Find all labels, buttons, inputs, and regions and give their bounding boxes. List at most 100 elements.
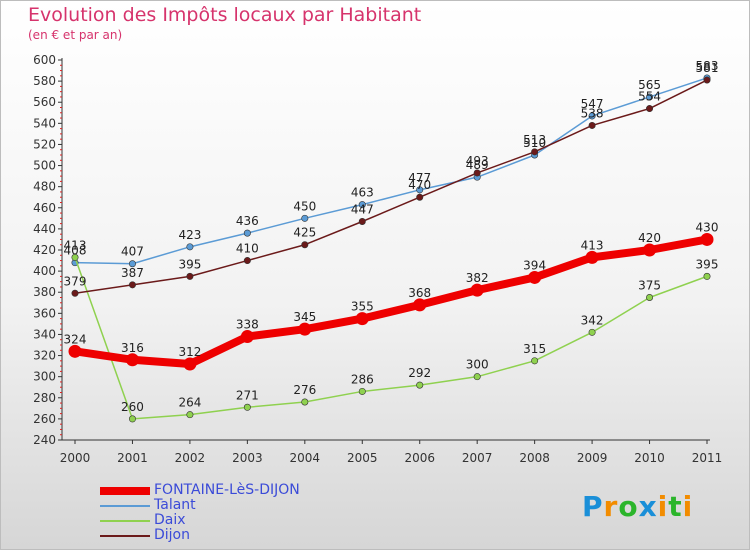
data-label: 312 bbox=[178, 345, 201, 359]
data-label: 477 bbox=[408, 171, 431, 185]
data-point bbox=[646, 293, 654, 301]
logo-letter: x bbox=[638, 490, 658, 523]
data-label: 407 bbox=[121, 245, 144, 259]
data-label: 425 bbox=[293, 226, 316, 240]
x-tick-label: 2005 bbox=[347, 451, 378, 465]
data-point bbox=[646, 93, 654, 101]
y-tick-label: 560 bbox=[33, 95, 56, 109]
x-tick-label: 2000 bbox=[60, 451, 91, 465]
data-label: 345 bbox=[293, 310, 316, 324]
data-label: 394 bbox=[523, 258, 546, 272]
data-point bbox=[473, 169, 481, 177]
data-point bbox=[243, 257, 251, 265]
y-tick-label: 320 bbox=[33, 349, 56, 363]
series-line-0 bbox=[71, 235, 711, 368]
data-point bbox=[585, 250, 599, 264]
data-point bbox=[643, 243, 657, 257]
data-label: 315 bbox=[523, 342, 546, 356]
data-label: 375 bbox=[638, 279, 661, 293]
data-point bbox=[416, 186, 424, 194]
data-point bbox=[301, 241, 309, 249]
y-tick-label: 480 bbox=[33, 180, 56, 194]
y-tick-label: 600 bbox=[33, 53, 56, 67]
data-label: 338 bbox=[236, 318, 259, 332]
y-tick-label: 500 bbox=[33, 159, 56, 173]
x-tick-label: 2001 bbox=[117, 451, 148, 465]
data-point bbox=[646, 105, 654, 113]
data-label: 260 bbox=[121, 400, 144, 414]
data-label: 408 bbox=[64, 244, 87, 258]
data-label: 387 bbox=[121, 266, 144, 280]
data-label: 565 bbox=[638, 78, 661, 92]
logo-letter: o bbox=[618, 490, 639, 523]
data-label: 286 bbox=[351, 372, 374, 386]
y-tick-label: 260 bbox=[33, 412, 56, 426]
data-label: 368 bbox=[408, 286, 431, 300]
y-tick-label: 440 bbox=[33, 222, 56, 236]
data-label: 324 bbox=[64, 332, 87, 346]
data-point bbox=[531, 357, 539, 365]
legend-label: Daix bbox=[154, 512, 186, 528]
data-label: 382 bbox=[466, 271, 489, 285]
data-point bbox=[416, 193, 424, 201]
data-point bbox=[703, 272, 711, 280]
data-label: 554 bbox=[638, 90, 661, 104]
data-point bbox=[128, 281, 136, 289]
y-tick-label: 460 bbox=[33, 201, 56, 215]
data-point bbox=[186, 243, 194, 251]
data-point bbox=[703, 76, 711, 84]
logo-letter: r bbox=[603, 490, 619, 523]
y-tick-label: 280 bbox=[33, 391, 56, 405]
y-tick-label: 300 bbox=[33, 370, 56, 384]
data-point bbox=[68, 344, 82, 358]
data-label: 410 bbox=[236, 242, 259, 256]
data-label: 463 bbox=[351, 186, 374, 200]
data-label: 413 bbox=[581, 238, 604, 252]
proxiti-logo: Proxiti bbox=[582, 490, 693, 523]
legend-swatch bbox=[100, 535, 150, 537]
data-label: 300 bbox=[466, 358, 489, 372]
data-label: 513 bbox=[523, 133, 546, 147]
data-label: 395 bbox=[696, 257, 719, 271]
data-point bbox=[358, 218, 366, 226]
x-tick-label: 2008 bbox=[519, 451, 550, 465]
data-label: 510 bbox=[523, 136, 546, 150]
data-label: 538 bbox=[581, 106, 604, 120]
data-label: 493 bbox=[466, 154, 489, 168]
legend-label: Dijon bbox=[154, 527, 190, 543]
chart-subtitle: (en € et par an) bbox=[28, 28, 123, 42]
logo-letter: i bbox=[657, 490, 669, 523]
data-point bbox=[301, 214, 309, 222]
data-label: 420 bbox=[638, 231, 661, 245]
y-tick-label: 240 bbox=[33, 433, 56, 447]
data-point bbox=[186, 411, 194, 419]
series-line-2 bbox=[74, 256, 708, 420]
data-point bbox=[470, 283, 484, 297]
data-label: 583 bbox=[696, 59, 719, 73]
x-tick-label: 2003 bbox=[232, 451, 263, 465]
data-label: 430 bbox=[696, 220, 719, 234]
data-point bbox=[588, 328, 596, 336]
y-tick-label: 580 bbox=[33, 74, 56, 88]
data-point bbox=[700, 232, 714, 246]
data-label: 547 bbox=[581, 97, 604, 111]
x-tick-label: 2011 bbox=[692, 451, 723, 465]
data-point bbox=[588, 112, 596, 120]
data-label: 395 bbox=[178, 257, 201, 271]
data-label: 316 bbox=[121, 341, 144, 355]
legend-label: FONTAINE-LèS-DIJON bbox=[154, 482, 300, 498]
data-label: 271 bbox=[236, 388, 259, 402]
y-tick-label: 540 bbox=[33, 116, 56, 130]
data-point bbox=[413, 298, 427, 312]
legend-label: Talant bbox=[154, 497, 196, 513]
data-point bbox=[128, 260, 136, 268]
data-point bbox=[125, 353, 139, 367]
data-point bbox=[298, 322, 312, 336]
data-point bbox=[528, 270, 542, 284]
data-point bbox=[531, 148, 539, 156]
data-label: 264 bbox=[178, 396, 201, 410]
y-tick-label: 380 bbox=[33, 285, 56, 299]
data-point bbox=[186, 272, 194, 280]
